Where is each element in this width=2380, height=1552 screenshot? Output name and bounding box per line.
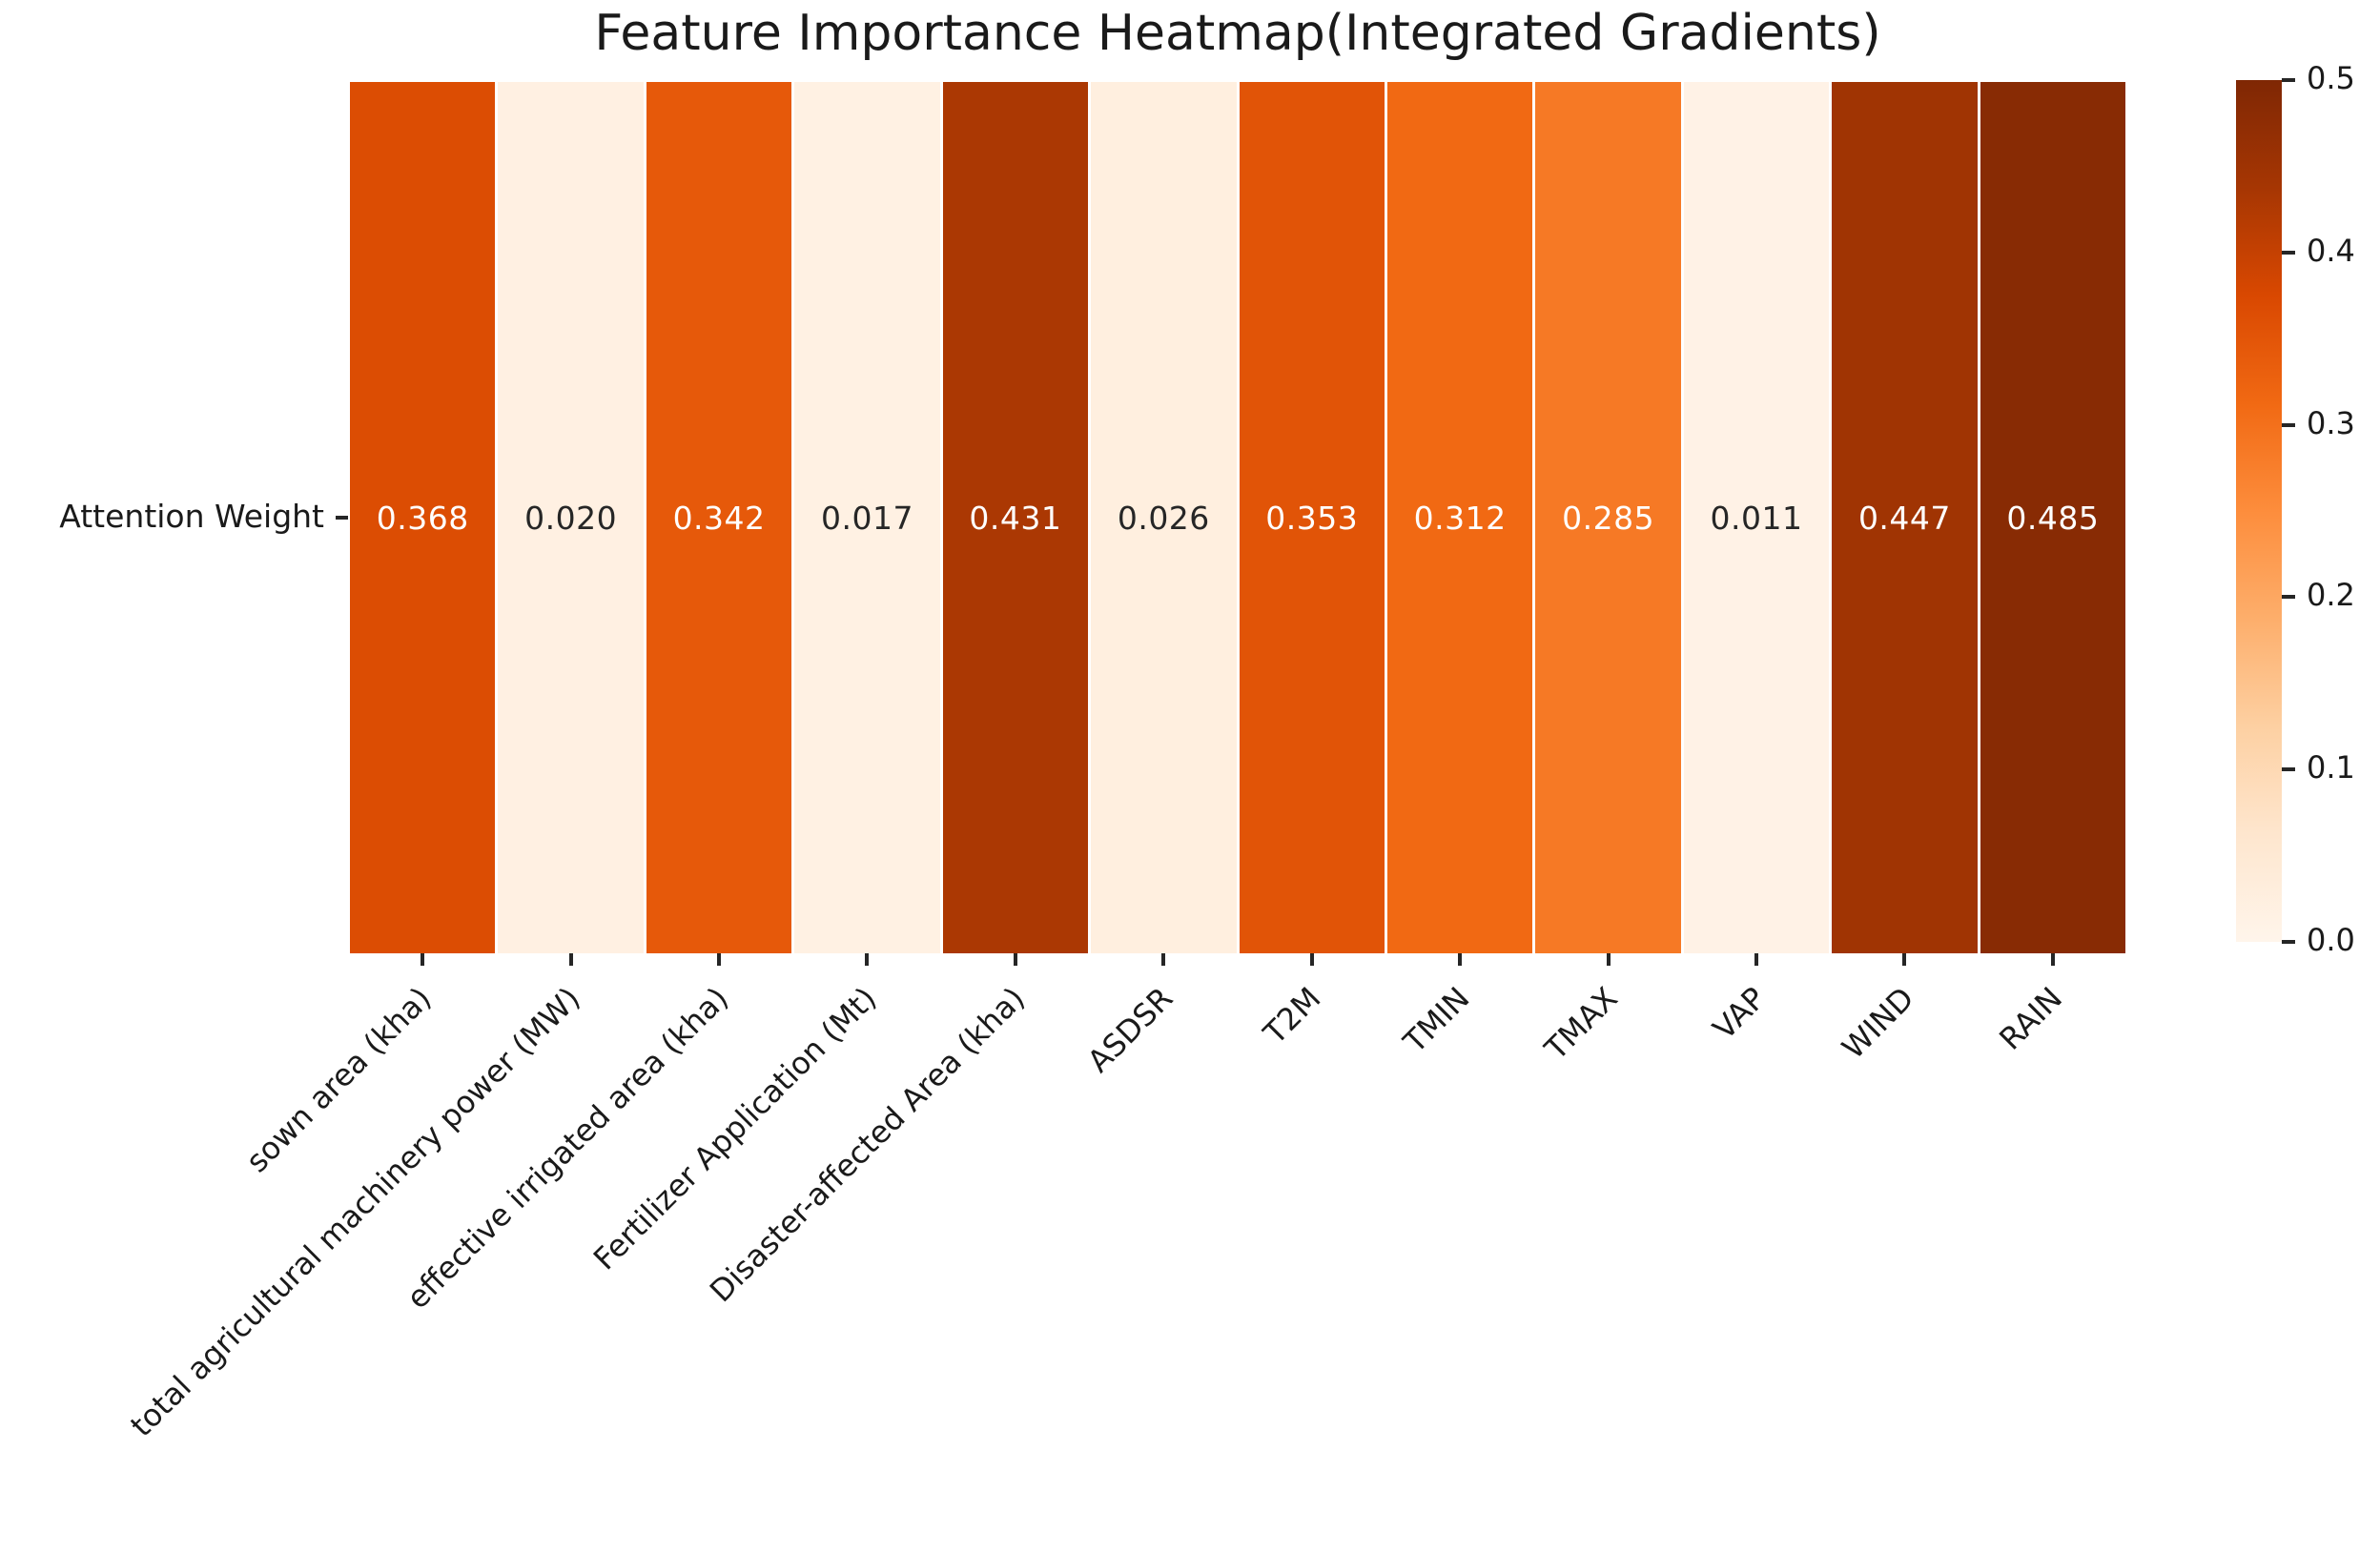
colorbar-tick-label: 0.4 — [2307, 232, 2355, 269]
x-tick-label: VAP — [1705, 980, 1773, 1048]
x-tick-mark — [1606, 953, 1611, 966]
colorbar-tick-mark — [2282, 940, 2295, 944]
x-tick-label: T2M — [1256, 980, 1328, 1052]
x-tick-mark — [865, 953, 870, 966]
x-tick-label: Fertilizer Application (Mt) — [585, 980, 884, 1277]
cell-value: 0.353 — [1265, 499, 1359, 537]
cell-value: 0.485 — [2006, 499, 2100, 537]
heatmap-cell: 0.368 — [350, 82, 496, 953]
colorbar-tick-label: 0.3 — [2307, 404, 2355, 441]
y-axis-row-label: Attention Weight — [59, 498, 324, 535]
x-tick-mark — [1902, 953, 1907, 966]
heatmap-cell: 0.342 — [646, 82, 792, 953]
colorbar-tick-mark — [2282, 250, 2295, 255]
colorbar-tick-mark — [2282, 422, 2295, 427]
x-tick-mark — [2050, 953, 2055, 966]
heatmap-cell: 0.011 — [1683, 82, 1830, 953]
x-tick-mark — [1161, 953, 1166, 966]
x-tick-mark — [568, 953, 573, 966]
x-tick-label: TMIN — [1396, 980, 1476, 1060]
x-tick-label: Disaster-affected Area (kha) — [702, 980, 1032, 1310]
heatmap-cell: 0.431 — [942, 82, 1089, 953]
cell-value: 0.368 — [376, 499, 469, 537]
x-tick-label: WIND — [1834, 980, 1921, 1067]
cell-value: 0.312 — [1413, 499, 1507, 537]
cell-value: 0.020 — [524, 499, 618, 537]
x-tick-mark — [1754, 953, 1758, 966]
cell-value: 0.026 — [1117, 499, 1210, 537]
heatmap-cell: 0.026 — [1091, 82, 1237, 953]
heatmap-cell: 0.447 — [1832, 82, 1978, 953]
colorbar-tick-mark — [2282, 767, 2295, 772]
heatmap-row: 0.368 0.020 0.342 0.017 0.431 0.026 0.353 0.312… — [350, 82, 2126, 953]
cell-value: 0.447 — [1857, 499, 1951, 537]
chart-title: Feature Importance Heatmap(Integrated Gr… — [594, 5, 1881, 62]
colorbar-tick-label: 0.1 — [2307, 749, 2355, 786]
colorbar-tick-mark — [2282, 78, 2295, 82]
heatmap-cell: 0.312 — [1386, 82, 1533, 953]
x-tick-mark — [1309, 953, 1314, 966]
cell-value: 0.342 — [672, 499, 766, 537]
colorbar-tick-label: 0.2 — [2307, 577, 2355, 614]
cell-value: 0.431 — [969, 499, 1062, 537]
y-tick-mark — [336, 516, 348, 520]
x-tick-mark — [1013, 953, 1017, 966]
x-tick-label: ASDSR — [1079, 980, 1180, 1080]
x-tick-mark — [717, 953, 722, 966]
cell-value: 0.017 — [820, 499, 913, 537]
x-tick-label: effective irrigated area (kha) — [399, 980, 735, 1317]
x-tick-mark — [1458, 953, 1463, 966]
x-tick-label: TMAX — [1537, 980, 1625, 1068]
heatmap-cell: 0.285 — [1535, 82, 1681, 953]
x-tick-label: RAIN — [1991, 980, 2069, 1057]
colorbar-tick-label: 0.5 — [2307, 60, 2355, 96]
heatmap-cell: 0.020 — [498, 82, 644, 953]
colorbar — [2236, 80, 2282, 942]
cell-value: 0.285 — [1562, 499, 1655, 537]
colorbar-tick-mark — [2282, 595, 2295, 600]
heatmap-cell: 0.017 — [794, 82, 940, 953]
colorbar-tick-label: 0.0 — [2307, 922, 2355, 958]
heatmap-cell: 0.353 — [1239, 82, 1385, 953]
x-tick-mark — [421, 953, 425, 966]
heatmap-cell: 0.485 — [1980, 82, 2126, 953]
cell-value: 0.011 — [1710, 499, 1803, 537]
